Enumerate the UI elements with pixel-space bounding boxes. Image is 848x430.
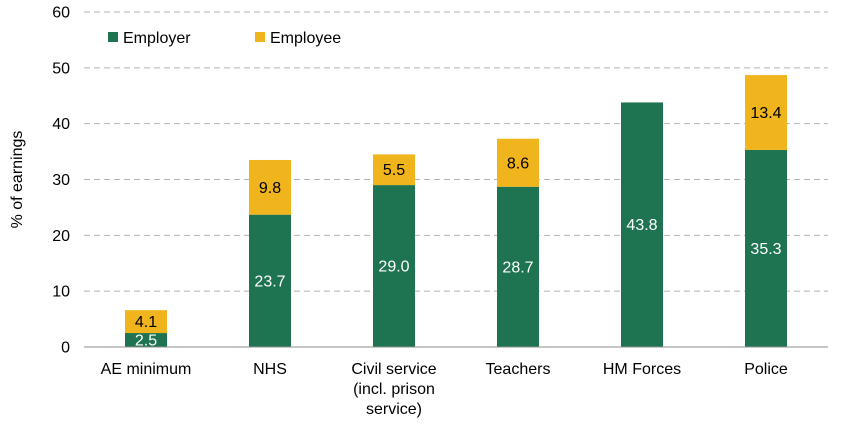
data-label-employer-5: 35.3 [750,241,781,258]
x-tick-label: NHS [253,361,287,378]
x-tick-label: Teachers [486,361,551,378]
bar-employer-3 [497,186,539,347]
legend-swatch-employer [108,32,118,42]
bar-employee-5 [745,75,787,150]
x-tick-label: service) [366,401,422,418]
data-label-employer-1: 23.7 [254,273,285,290]
legend-swatch-employee [255,32,265,42]
x-tick-label: Civil service [351,361,436,378]
bar-employer-1 [249,214,291,347]
x-tick-label: AE minimum [101,361,192,378]
legend-label-employee: Employee [270,30,341,47]
y-tick-label: 20 [52,228,70,245]
bar-employee-1 [249,159,291,215]
data-label-employee-3: 8.6 [507,155,529,172]
data-label-employer-0: 2.5 [135,333,157,350]
bar-employer-5 [745,149,787,347]
data-label-employer-4: 43.8 [626,217,657,234]
bar-employee-2 [373,154,415,186]
legend-label-employer: Employer [123,30,191,47]
legend: Employer Employee [108,30,341,47]
bar-employer-4 [621,102,663,347]
y-axis-ticks: 0 10 20 30 40 50 60 [52,5,70,357]
y-tick-label: 0 [61,340,70,357]
y-tick-label: 60 [52,5,70,22]
bar-employee-0 [125,310,167,334]
bar-employer-0 [125,333,167,347]
data-label-employer-3: 28.7 [502,259,533,276]
data-label-employer-2: 29.0 [378,259,409,276]
bar-employer-2 [373,185,415,347]
y-tick-label: 50 [52,60,70,77]
x-tick-label: (incl. prison [353,381,435,398]
y-tick-label: 10 [52,284,70,301]
y-axis-title: % of earnings [9,131,26,229]
data-label-employee-2: 5.5 [383,162,405,179]
data-label-employee-5: 13.4 [750,105,781,122]
data-label-employee-0: 4.1 [135,314,157,331]
x-axis-ticks: AE minimum NHS Civil service (incl. prison s… [101,361,788,418]
bar-employee-3 [497,138,539,187]
gridlines [84,11,828,292]
x-tick-label: Police [744,361,788,378]
x-tick-label: HM Forces [603,361,681,378]
bars [125,75,787,347]
y-tick-label: 30 [52,172,70,189]
data-labels: 2.5 4.1 23.7 9.8 29.0 5.5 28.7 8.6 43.8 35.3 13.4 [135,105,782,350]
data-label-employee-1: 9.8 [259,180,281,197]
y-tick-label: 40 [52,116,70,133]
